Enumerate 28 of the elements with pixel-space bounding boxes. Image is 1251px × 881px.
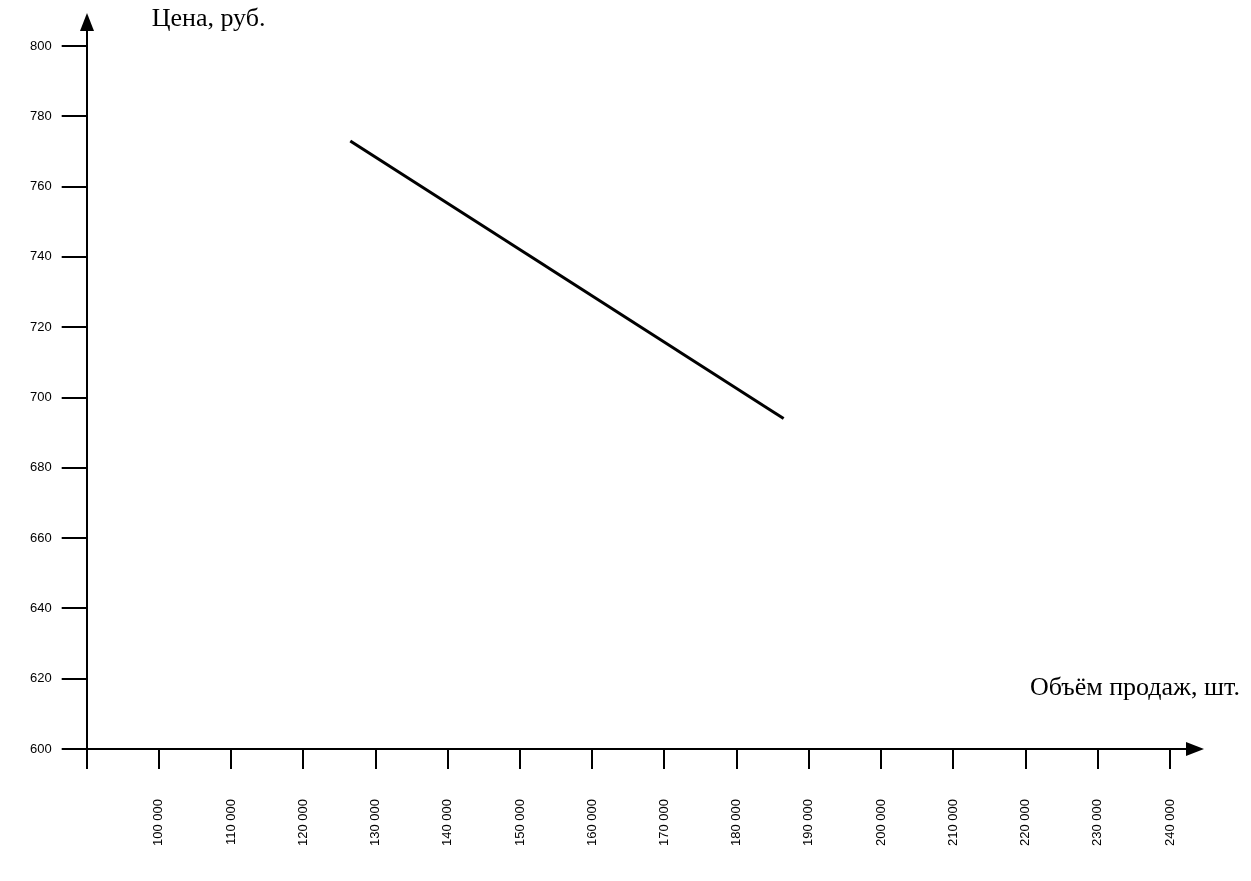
y-tick-label: 700 — [29, 389, 52, 405]
x-tick-label: 140 000 — [439, 799, 455, 847]
y-tick-label: 720 — [29, 318, 52, 334]
x-tick-label: 110 000 — [222, 799, 238, 846]
x-tick-label: 180 000 — [728, 799, 744, 847]
x-tick-label: 100 000 — [150, 799, 166, 847]
y-tick-label: 600 — [29, 740, 52, 756]
y-tick-label: 640 — [29, 599, 52, 615]
y-tick-label: 760 — [29, 178, 52, 194]
x-tick-label: 130 000 — [367, 799, 383, 847]
x-tick-label: 160 000 — [583, 799, 599, 847]
y-tick-label: 780 — [29, 107, 52, 123]
y-tick-label: 660 — [29, 529, 52, 545]
x-tick-label: 210 000 — [944, 799, 960, 847]
x-tick-label: 200 000 — [872, 799, 888, 847]
x-tick-label: 170 000 — [656, 799, 672, 847]
y-tick-label: 680 — [29, 459, 52, 475]
x-tick-label: 240 000 — [1161, 799, 1177, 847]
x-tick-label: 190 000 — [800, 799, 816, 847]
x-tick-label: 230 000 — [1089, 799, 1105, 847]
x-tick-label: 120 000 — [294, 799, 310, 847]
x-tick-label: 220 000 — [1017, 799, 1033, 847]
x-tick-label: 150 000 — [511, 799, 527, 847]
x-axis-title: Объём продаж, шт. — [1029, 671, 1240, 701]
y-tick-label: 740 — [29, 248, 52, 264]
y-tick-label: 800 — [29, 37, 52, 53]
y-tick-label: 620 — [29, 670, 52, 686]
y-axis-title: Цена, руб. — [151, 2, 266, 32]
